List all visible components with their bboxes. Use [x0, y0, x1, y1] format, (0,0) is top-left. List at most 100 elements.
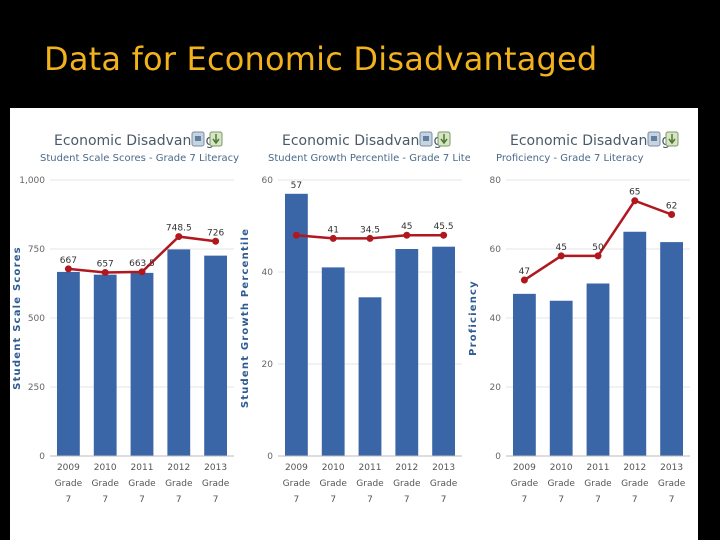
bar: [167, 249, 191, 456]
x-tick-label: Grade: [393, 479, 421, 489]
x-tick-label: Grade: [584, 479, 612, 489]
y-tick-label: 1,000: [19, 176, 45, 186]
x-tick-label: 2009: [285, 463, 308, 473]
trend-point: [292, 231, 300, 239]
chart-student-growth-percentile: Economic Disadvantage Student Growth Perc…: [240, 131, 470, 505]
x-tick-label: 2012: [395, 463, 418, 473]
chart-proficiency: Economic Disadvantage Proficiency - Grade…: [468, 131, 690, 505]
x-tick-label: 2009: [513, 463, 536, 473]
trend-point: [175, 233, 183, 241]
y-axis-label: Proficiency: [468, 280, 479, 356]
download-icon-arrow: [668, 134, 676, 145]
y-tick-label: 40: [262, 268, 274, 278]
chart-subtitle: Student Growth Percentile - Grade 7 Lite…: [268, 153, 470, 164]
bar: [130, 272, 154, 456]
bar: [586, 283, 610, 456]
y-tick-label: 40: [490, 314, 502, 324]
bar: [284, 193, 308, 457]
x-tick-label: Grade: [547, 479, 575, 489]
data-label: 57: [291, 181, 302, 191]
y-tick-label: 250: [28, 383, 45, 393]
x-tick-label: 2011: [587, 463, 610, 473]
y-tick-label: 0: [39, 452, 45, 462]
trend-point: [64, 265, 72, 273]
y-tick-label: 0: [267, 452, 273, 462]
charts-panel: Economic Disadvantage Student Scale Score…: [10, 108, 698, 540]
data-label: 47: [519, 267, 530, 277]
y-tick-label: 0: [495, 452, 501, 462]
chart-title: Economic Disadvantage: [510, 133, 679, 149]
x-tick-label: 7: [294, 495, 300, 505]
x-tick-label: 7: [404, 495, 410, 505]
x-tick-label: 2011: [359, 463, 382, 473]
data-label: 748.5: [166, 224, 192, 234]
trend-point: [212, 237, 220, 245]
y-tick-label: 60: [262, 176, 274, 186]
x-tick-label: 2013: [204, 463, 227, 473]
x-tick-label: Grade: [511, 479, 539, 489]
x-tick-label: Grade: [319, 479, 347, 489]
x-tick-label: Grade: [128, 479, 156, 489]
x-tick-label: 7: [139, 495, 145, 505]
print-icon-paper: [195, 136, 201, 141]
x-tick-label: 2010: [322, 463, 345, 473]
bar: [512, 293, 536, 456]
y-axis-label: Student Growth Percentile: [240, 228, 251, 408]
trend-point: [101, 268, 109, 276]
x-tick-label: 7: [632, 495, 638, 505]
y-axis-label: Student Scale Scores: [12, 246, 23, 390]
trend-point: [594, 252, 602, 260]
print-icon-paper: [651, 136, 657, 141]
trend-point: [557, 252, 565, 260]
bar: [623, 231, 647, 456]
trend-point: [668, 211, 676, 218]
data-label: 657: [97, 259, 114, 269]
bar: [660, 242, 684, 456]
data-label: 50: [592, 243, 604, 253]
trend-point: [366, 234, 374, 242]
trend-point: [440, 231, 448, 239]
print-icon-paper: [423, 136, 429, 141]
trend-point: [631, 197, 639, 205]
bar: [549, 300, 573, 456]
x-tick-label: 7: [330, 495, 336, 505]
data-label: 65: [629, 188, 640, 198]
bar: [321, 267, 345, 456]
y-tick-label: 60: [490, 245, 502, 255]
x-tick-label: 7: [102, 495, 108, 505]
x-tick-label: Grade: [91, 479, 119, 489]
x-tick-label: 7: [522, 495, 528, 505]
x-tick-label: 7: [441, 495, 447, 505]
trend-point: [520, 276, 528, 284]
x-tick-label: 7: [595, 495, 601, 505]
x-tick-label: 7: [669, 495, 675, 505]
y-tick-label: 500: [28, 314, 45, 324]
data-label: 45: [401, 222, 412, 232]
data-label: 41: [327, 225, 338, 235]
data-label: 34.5: [360, 225, 380, 235]
slide-title: Data for Economic Disadvantaged: [44, 40, 598, 78]
x-tick-label: 2010: [94, 463, 117, 473]
bar: [395, 249, 419, 456]
x-tick-label: 2010: [550, 463, 573, 473]
x-tick-label: 7: [176, 495, 182, 505]
chart-subtitle: Proficiency - Grade 7 Literacy: [496, 153, 644, 164]
bar: [432, 246, 456, 456]
x-tick-label: 7: [558, 495, 564, 505]
y-tick-label: 750: [28, 245, 45, 255]
download-icon: [437, 131, 451, 147]
y-tick-label: 20: [490, 383, 502, 393]
trend-line: [523, 199, 673, 282]
x-tick-label: Grade: [165, 479, 193, 489]
bar: [56, 271, 80, 456]
bar: [204, 255, 228, 456]
x-tick-label: 2013: [432, 463, 455, 473]
data-label: 667: [60, 256, 77, 266]
trend-point: [403, 231, 411, 239]
x-tick-label: 2012: [623, 463, 646, 473]
data-label: 726: [207, 228, 224, 238]
download-icon: [209, 131, 223, 147]
data-label: 45.5: [434, 222, 454, 232]
data-label: 663.5: [129, 259, 155, 269]
x-tick-label: Grade: [356, 479, 384, 489]
